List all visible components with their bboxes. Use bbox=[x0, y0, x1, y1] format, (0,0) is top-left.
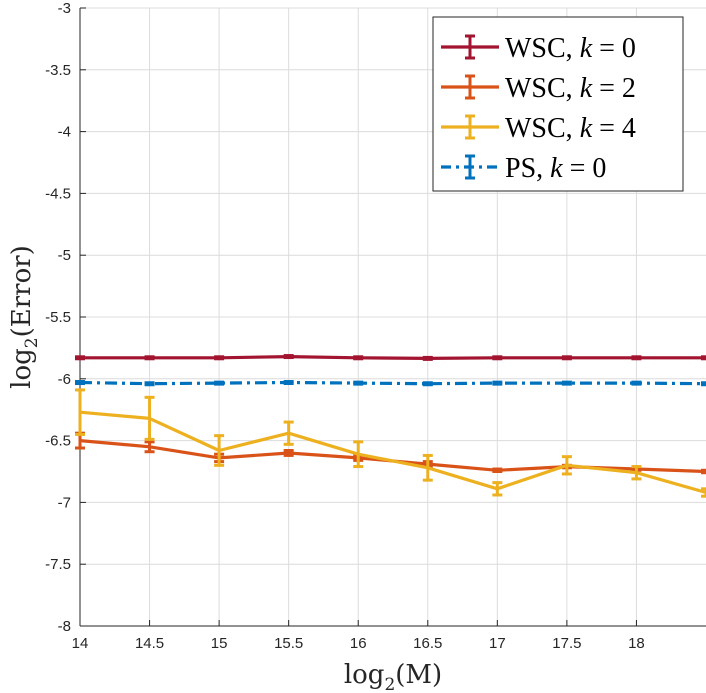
errorbar-0-1 bbox=[144, 355, 155, 361]
legend-entry-3: PS, k = 0 bbox=[441, 153, 606, 184]
errorbar-2-7 bbox=[561, 455, 572, 476]
x-tick-labels: 14 14.5 15 15.5 16 16.5 17 17.5 18 bbox=[72, 635, 645, 652]
legend-entry-2: WSC, k = 4 bbox=[441, 113, 636, 144]
errorbar-2-0 bbox=[75, 388, 85, 436]
errorbar-3-0 bbox=[75, 380, 85, 385]
errorbar-3-3 bbox=[283, 380, 294, 385]
y-axis-label: log2(Error) bbox=[7, 245, 42, 389]
legend-entry-1: WSC, k = 2 bbox=[441, 73, 636, 104]
y-tick-labels: -8 -7.5 -7 -6.5 -6 -5.5 -5 -4.5 -4 -3.5 -3 bbox=[45, 0, 71, 635]
x-tick-label-7: 17.5 bbox=[552, 635, 581, 652]
series-group bbox=[75, 354, 706, 498]
errorbar-0-3 bbox=[283, 354, 294, 360]
legend: WSC, k = 0 WSC, k = 2 WSC, k = 4 PS, k = 0 bbox=[432, 16, 684, 192]
series-0 bbox=[75, 354, 706, 361]
errorbar-0-0 bbox=[75, 355, 85, 361]
y-tick-label-0: -8 bbox=[58, 618, 71, 635]
errorbar-3-6 bbox=[492, 380, 503, 386]
errorbar-2-3 bbox=[283, 420, 294, 446]
errorbar-3-7 bbox=[561, 380, 572, 386]
x-tick-label-6: 17 bbox=[489, 635, 506, 652]
y-tick-label-10: -3 bbox=[58, 0, 71, 17]
axes bbox=[79, 7, 706, 627]
errorbar-0-4 bbox=[353, 355, 364, 361]
errorbar-1-3 bbox=[283, 448, 294, 457]
errorbar-3-8 bbox=[631, 380, 642, 386]
x-tick-label-0: 14 bbox=[72, 635, 89, 652]
x-axis-label: log2(M) bbox=[344, 660, 442, 693]
y-tick-label-5: -5.5 bbox=[45, 309, 71, 326]
errorbar-0-8 bbox=[631, 355, 642, 361]
y-tick-label-8: -4 bbox=[58, 124, 71, 141]
x-tick-label-2: 15 bbox=[211, 635, 228, 652]
errorbar-2-6 bbox=[492, 481, 503, 497]
errorbar-1-1 bbox=[144, 440, 155, 454]
errorbar-2-8 bbox=[631, 465, 642, 481]
errorbar-2-4 bbox=[353, 440, 364, 469]
x-tick-label-8: 18 bbox=[628, 635, 645, 652]
legend-label-0: WSC, k = 0 bbox=[505, 33, 636, 64]
series-line-3 bbox=[79, 380, 706, 386]
errorbar-3-2 bbox=[214, 380, 225, 386]
errorbar-2-9 bbox=[701, 487, 706, 498]
errorbar-3-4 bbox=[353, 380, 364, 386]
errorbar-2-1 bbox=[144, 395, 155, 441]
x-tick-label-3: 15.5 bbox=[274, 635, 303, 652]
errorbar-1-9 bbox=[701, 468, 706, 475]
errorbar-3-1 bbox=[144, 381, 155, 387]
errorbar-0-7 bbox=[561, 355, 572, 361]
legend-label-3: PS, k = 0 bbox=[505, 153, 606, 184]
series-3 bbox=[75, 380, 706, 387]
errorbar-0-9 bbox=[701, 355, 706, 361]
legend-entry-0: WSC, k = 0 bbox=[441, 33, 636, 64]
errorbar-0-5 bbox=[422, 355, 433, 361]
errorbar-0-2 bbox=[214, 355, 225, 361]
legend-label-2: WSC, k = 4 bbox=[505, 113, 636, 144]
series-line-2 bbox=[79, 410, 706, 495]
errorbar-1-6 bbox=[492, 467, 503, 473]
y-tick-label-7: -4.5 bbox=[45, 185, 71, 202]
errorbar-3-9 bbox=[701, 381, 706, 387]
series-line-0 bbox=[80, 355, 706, 360]
errorbar-0-6 bbox=[492, 355, 503, 361]
legend-label-1: WSC, k = 2 bbox=[505, 73, 636, 104]
errorbar-3-5 bbox=[422, 381, 433, 387]
series-2 bbox=[75, 388, 706, 498]
y-tick-label-1: -7.5 bbox=[45, 556, 71, 573]
y-tick-label-2: -7 bbox=[58, 494, 71, 511]
y-tick-label-9: -3.5 bbox=[45, 62, 71, 79]
y-tick-label-4: -6 bbox=[58, 371, 71, 388]
x-tick-label-1: 14.5 bbox=[135, 635, 164, 652]
x-tick-label-4: 16 bbox=[350, 635, 367, 652]
errorbar-2-2 bbox=[214, 434, 225, 467]
errorbar-2-5 bbox=[422, 453, 433, 482]
y-tick-label-3: -6.5 bbox=[45, 433, 71, 450]
x-tick-label-5: 16.5 bbox=[413, 635, 442, 652]
y-tick-label-6: -5 bbox=[58, 247, 71, 264]
